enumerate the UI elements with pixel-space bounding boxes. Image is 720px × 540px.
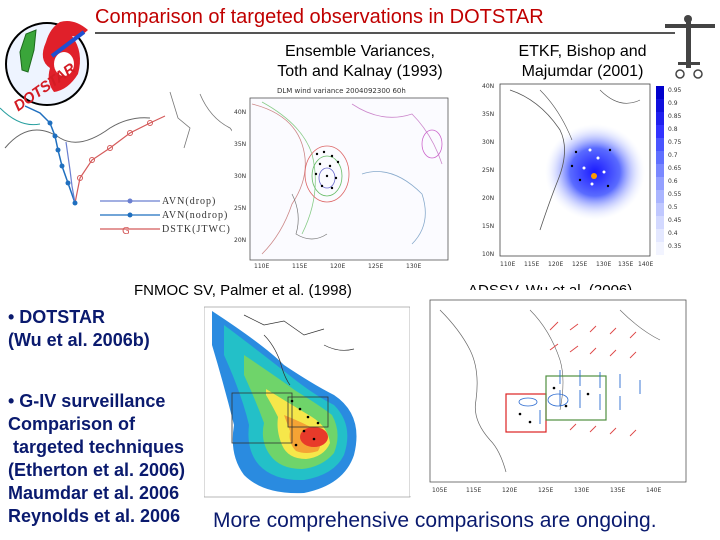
bottom-statement: More comprehensive comparisons are ongoi… — [213, 509, 657, 532]
bullet-dotstar: • DOTSTAR (Wu et al. 2006b) — [8, 306, 150, 352]
adssv-lon-125e: 125E — [538, 487, 553, 494]
bullet-giv-line2: Comparison of — [8, 414, 136, 434]
cb-070: 0.7 — [668, 152, 678, 159]
adssv-lon-140e: 140E — [646, 487, 661, 494]
dotstar-logo: DOTSTAR — [5, 21, 89, 112]
etkf-plot: 40N 35N 30N 25N 20N 15N 10N 110E 115E 12… — [482, 83, 682, 268]
adssv-lon-115e: 115E — [466, 487, 481, 494]
bottom-left-caption: FNMOC SV, Palmer et al. (1998) — [134, 282, 352, 299]
svg-text:20N: 20N — [234, 237, 246, 244]
cb-050: 0.5 — [668, 204, 678, 211]
etkf-lat-20n: 20N — [482, 195, 494, 202]
etkf-lat-15n: 15N — [482, 223, 494, 230]
slide-title: Comparison of targeted observations in D… — [95, 6, 544, 28]
cb-080: 0.8 — [668, 126, 678, 133]
top-left-caption: Ensemble Variances, Toth and Kalnay (199… — [250, 42, 470, 82]
svg-text:115E: 115E — [292, 263, 307, 270]
legend-avn-drop: AVN(drop) — [162, 196, 216, 207]
airplane-icon — [665, 15, 715, 79]
etkf-colorbar — [656, 86, 664, 255]
ensemble-variance-plot: DLM wind variance 2004092300 60h 40N 35N… — [232, 84, 454, 270]
etkf-lon-130e: 130E — [596, 261, 611, 268]
adssv-lon-130e: 130E — [574, 487, 589, 494]
adssv-lon-135e: 135E — [610, 487, 625, 494]
bullet-dotstar-line2: (Wu et al. 2006b) — [8, 330, 150, 350]
bullet-dotstar-line1: • DOTSTAR — [8, 307, 105, 327]
top-left-caption-line1: Ensemble Variances, — [285, 43, 435, 60]
etkf-lon-135e: 135E — [618, 261, 633, 268]
title-underline — [95, 32, 675, 34]
legend-avn-nodrop: AVN(nodrop) — [162, 210, 228, 221]
svg-text:120E: 120E — [330, 263, 345, 270]
etkf-lon-115e: 115E — [524, 261, 539, 268]
etkf-lat-10n: 10N — [482, 251, 494, 258]
cb-085: 0.85 — [668, 113, 682, 120]
etkf-lon-140e: 140E — [638, 261, 653, 268]
top-left-caption-line2: Toth and Kalnay (1993) — [277, 63, 443, 80]
svg-text:35N: 35N — [234, 141, 246, 148]
cb-040: 0.4 — [668, 230, 678, 237]
bullet-giv-line3: targeted techniques — [8, 437, 185, 457]
cb-075: 0.75 — [668, 139, 682, 146]
etkf-lon-125e: 125E — [572, 261, 587, 268]
svg-text:125E: 125E — [368, 263, 383, 270]
svg-text:110E: 110E — [254, 263, 269, 270]
bullet-giv-line1: • G-IV surveillance — [8, 391, 166, 411]
svg-text:130E: 130E — [406, 263, 421, 270]
etkf-lat-40n: 40N — [482, 83, 494, 90]
bullet-giv: • G-IV surveillance Comparison of target… — [8, 390, 185, 528]
cb-090: 0.9 — [668, 100, 678, 107]
top-right-caption: ETKF, Bishop and Majumdar (2001) — [490, 42, 675, 82]
cb-045: 0.45 — [668, 217, 682, 224]
ensemble-plot-title: DLM wind variance 2004092300 60h — [277, 87, 406, 95]
bullet-giv-line4: (Etherton et al. 2006) — [8, 460, 186, 480]
adssv-lon-105e: 105E — [432, 487, 447, 494]
adssv-plot: 105E 115E 120E 125E 130E 135E 140E — [410, 290, 694, 496]
adssv-lon-120e: 120E — [502, 487, 517, 494]
svg-text:30N: 30N — [234, 173, 246, 180]
etkf-lon-120e: 120E — [548, 261, 563, 268]
cb-065: 0.65 — [668, 165, 682, 172]
svg-text:40N: 40N — [234, 109, 246, 116]
cb-035: 0.35 — [668, 243, 682, 250]
top-right-caption-line2: Majumdar (2001) — [521, 63, 644, 80]
top-right-caption-line1: ETKF, Bishop and — [518, 43, 647, 60]
bullet-giv-line5: Maumdar et al. 2006 — [8, 483, 180, 503]
bullet-giv-line6: Reynolds et al. 2006 — [8, 506, 181, 526]
etkf-lat-30n: 30N — [482, 139, 494, 146]
legend-dstk-jtwc: DSTK(JTWC) — [162, 224, 231, 235]
svg-text:G: G — [122, 226, 130, 237]
cb-095: 0.95 — [668, 87, 682, 94]
cb-060: 0.6 — [668, 178, 678, 185]
typhoon-track-plot: G AVN(drop) AVN(nodrop) DSTK(JTWC) — [0, 91, 246, 237]
etkf-lon-110e: 110E — [500, 261, 515, 268]
cb-055: 0.55 — [668, 191, 682, 198]
etkf-lat-25n: 25N — [482, 167, 494, 174]
etkf-lat-35n: 35N — [482, 111, 494, 118]
fnmoc-sv-plot — [204, 305, 412, 500]
svg-text:25N: 25N — [234, 205, 246, 212]
